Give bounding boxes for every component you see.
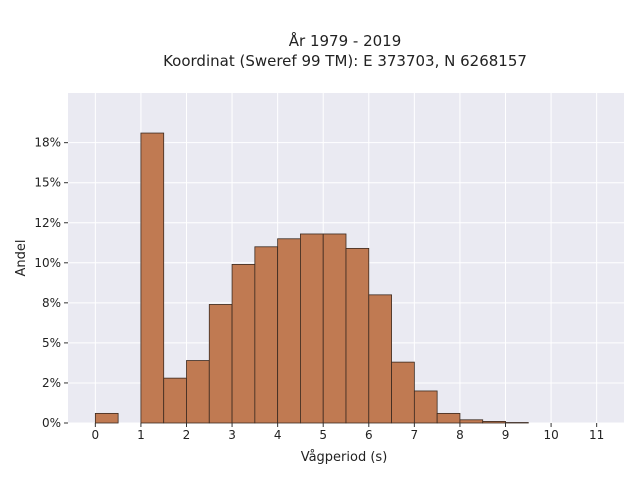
x-tick-label: 0 — [92, 428, 100, 442]
x-tick-label: 3 — [228, 428, 236, 442]
x-tick-label: 5 — [319, 428, 327, 442]
histogram-bar — [482, 420, 506, 424]
histogram-bar — [231, 264, 256, 424]
y-tick-label: 5% — [42, 336, 61, 350]
chart-subtitle: Koordinat (Sweref 99 TM): E 373703, N 62… — [163, 52, 527, 70]
x-axis-label: Vågperiod (s) — [301, 450, 388, 465]
y-tick-label: 12% — [34, 216, 61, 230]
y-tick-label: 15% — [34, 176, 61, 190]
x-tick-label: 11 — [589, 428, 604, 442]
bars — [94, 132, 529, 424]
y-tick-label: 10% — [34, 256, 61, 270]
histogram-bar — [140, 132, 165, 424]
histogram-bar — [391, 361, 415, 424]
y-axis-label: Andel — [14, 240, 29, 277]
histogram-bar — [368, 294, 392, 424]
histogram-bar — [459, 419, 484, 424]
chart-title: År 1979 - 2019 — [289, 31, 402, 50]
histogram-bar — [94, 412, 119, 424]
histogram-bar — [254, 246, 279, 424]
histogram-bar — [163, 377, 187, 424]
y-tick-label: 0% — [42, 416, 61, 430]
x-tick-label: 2 — [183, 428, 191, 442]
x-tick-label: 8 — [456, 428, 464, 442]
x-tick-label: 9 — [502, 428, 510, 442]
histogram-bar — [322, 233, 347, 424]
histogram-bar — [186, 360, 210, 424]
x-axis-ticks: 0 1 2 3 4 5 6 7 8 9 10 11 — [92, 423, 604, 442]
y-tick-label: 8% — [42, 296, 61, 310]
x-tick-label: 7 — [411, 428, 419, 442]
histogram-bar — [413, 390, 438, 424]
y-axis-ticks: 0% 2% 5% 8% 10% 12% 15% 18% — [34, 136, 68, 430]
y-tick-label: 18% — [34, 136, 61, 150]
histogram-bar — [300, 233, 324, 424]
x-tick-label: 10 — [543, 428, 558, 442]
x-tick-label: 4 — [274, 428, 282, 442]
histogram-bar — [345, 247, 370, 424]
histogram-bar — [436, 412, 461, 424]
histogram-bar — [208, 304, 233, 424]
histogram-bar — [277, 238, 301, 424]
x-tick-label: 6 — [365, 428, 373, 442]
y-tick-label: 2% — [42, 376, 61, 390]
x-tick-label: 1 — [137, 428, 145, 442]
